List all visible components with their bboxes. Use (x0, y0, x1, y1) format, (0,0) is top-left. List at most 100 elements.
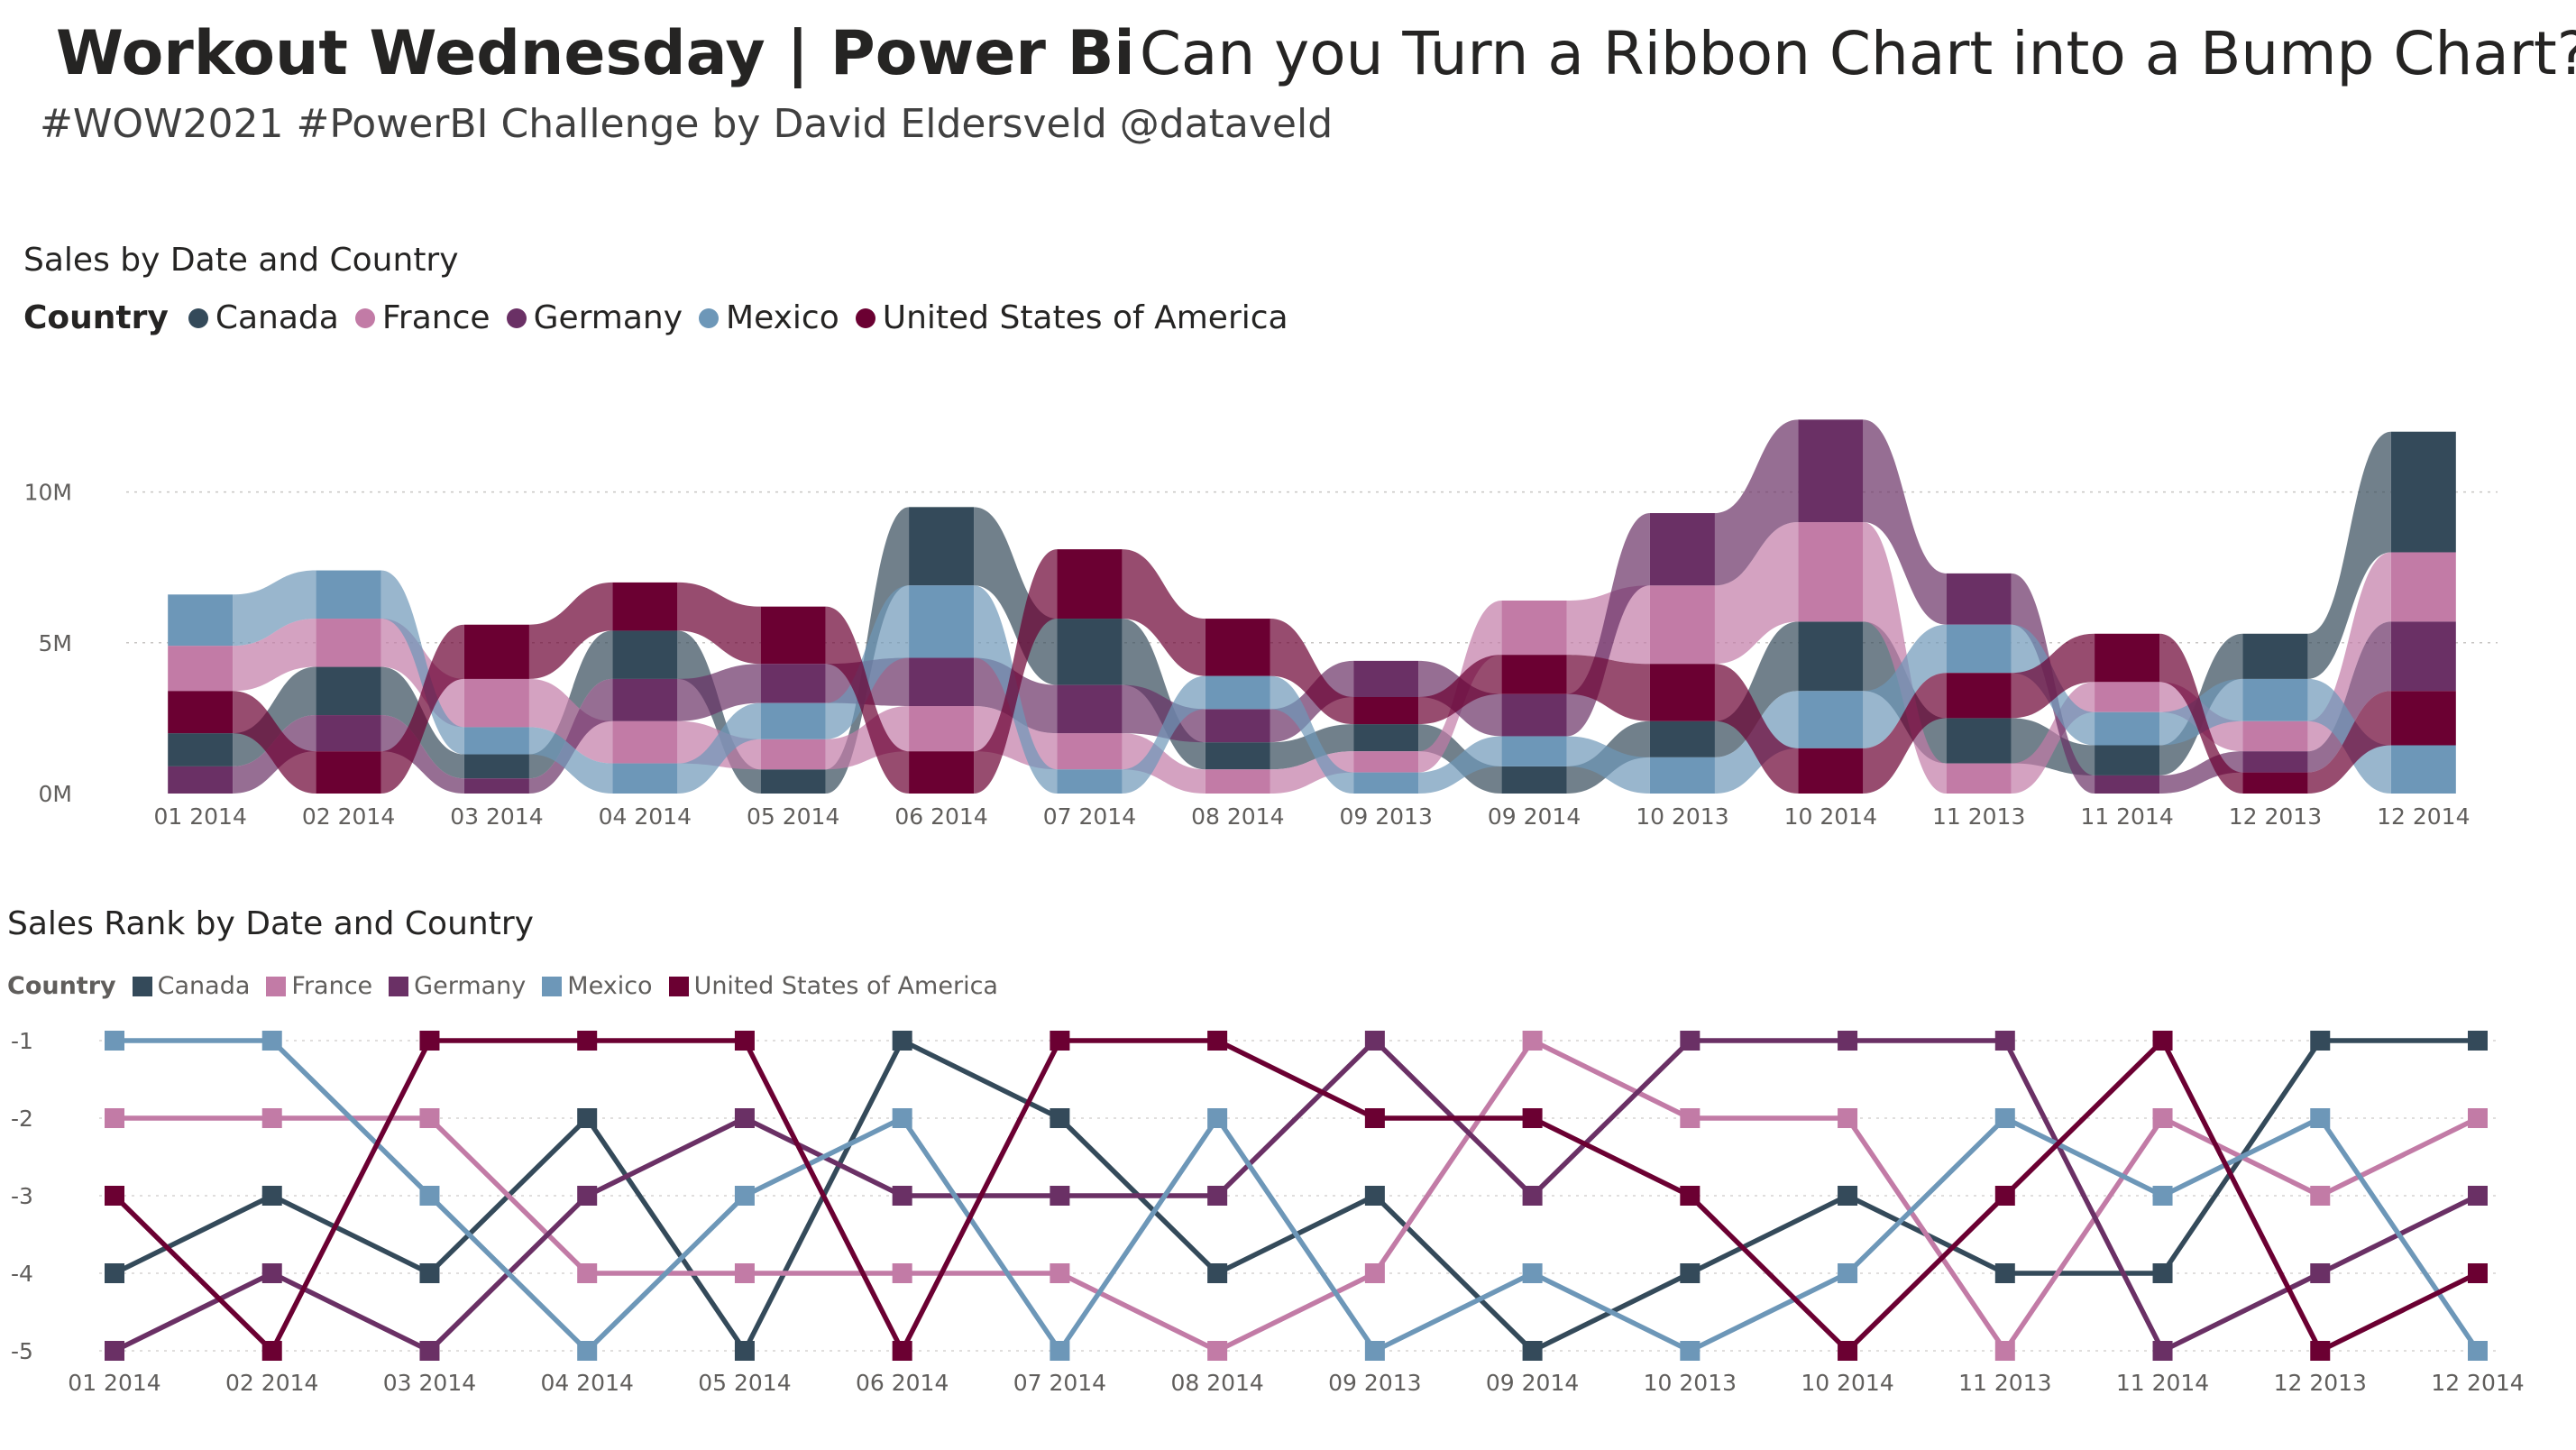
ribbon-segment-france[interactable] (909, 706, 975, 752)
ribbon-segment-germany[interactable] (463, 778, 529, 794)
ribbon-segment-canada[interactable] (612, 630, 678, 679)
bump-marker-france[interactable] (261, 1108, 282, 1128)
bump-marker-mexico[interactable] (261, 1031, 282, 1051)
ribbon-segment-mexico[interactable] (463, 727, 529, 755)
ribbon-segment-mexico[interactable] (316, 570, 381, 619)
bump-marker-france[interactable] (577, 1263, 598, 1283)
bump-marker-canada[interactable] (1364, 1186, 1385, 1206)
ribbon-segment-united-states-of-america[interactable] (2242, 772, 2308, 794)
bump-marker-france[interactable] (892, 1263, 912, 1283)
bump-marker-germany[interactable] (2310, 1263, 2331, 1283)
bump-marker-mexico[interactable] (892, 1108, 912, 1128)
bump-marker-canada[interactable] (1680, 1263, 1701, 1283)
ribbon-segment-mexico[interactable] (909, 585, 975, 658)
ribbon-segment-mexico[interactable] (2095, 711, 2160, 746)
bump-marker-canada[interactable] (1207, 1263, 1228, 1283)
bump-marker-united-states-of-america[interactable] (2310, 1341, 2331, 1361)
bump-marker-germany[interactable] (1994, 1031, 2015, 1051)
ribbon-segment-france[interactable] (1353, 751, 1419, 773)
bump-marker-canada[interactable] (2152, 1263, 2173, 1283)
bump-marker-united-states-of-america[interactable] (1522, 1108, 1543, 1128)
bump-marker-germany[interactable] (261, 1263, 282, 1283)
bump-marker-mexico[interactable] (1522, 1263, 1543, 1283)
ribbon-segment-united-states-of-america[interactable] (463, 624, 529, 679)
ribbon-segment-united-states-of-america[interactable] (1798, 748, 1864, 794)
bump-line-canada[interactable] (113, 1038, 2478, 1354)
bump-marker-germany[interactable] (105, 1341, 124, 1361)
ribbon-segment-mexico[interactable] (2242, 678, 2308, 721)
bump-marker-canada[interactable] (2468, 1031, 2488, 1051)
ribbon-segment-canada[interactable] (2242, 633, 2308, 679)
legend-item-mexico[interactable]: Mexico (699, 299, 839, 336)
ribbon-segment-united-states-of-america[interactable] (612, 582, 678, 631)
bump-marker-mexico[interactable] (1207, 1108, 1228, 1128)
ribbon-segment-france[interactable] (2242, 720, 2308, 752)
bump-marker-germany[interactable] (577, 1186, 598, 1206)
bump-marker-united-states-of-america[interactable] (892, 1341, 912, 1361)
ribbon-segment-canada[interactable] (2095, 745, 2160, 775)
bump-marker-canada[interactable] (892, 1031, 912, 1051)
legend-item-united-states-of-america[interactable]: United States of America (668, 972, 998, 1000)
bump-marker-canada[interactable] (1994, 1263, 2015, 1283)
ribbon-segment-mexico[interactable] (1205, 675, 1270, 710)
ribbon-segment-france[interactable] (463, 678, 529, 728)
legend-item-france[interactable]: France (266, 972, 372, 1000)
ribbon-segment-canada[interactable] (463, 754, 529, 779)
ribbon-segment-united-states-of-america[interactable] (1353, 696, 1419, 725)
bump-marker-france[interactable] (2310, 1186, 2331, 1206)
ribbon-segment-united-states-of-america[interactable] (2095, 633, 2160, 683)
ribbon-segment-mexico[interactable] (612, 763, 678, 794)
ribbon-segment-germany[interactable] (1057, 684, 1123, 734)
ribbon-segment-united-states-of-america[interactable] (1057, 549, 1123, 619)
bump-marker-united-states-of-america[interactable] (419, 1031, 440, 1051)
legend-item-germany[interactable]: Germany (389, 972, 526, 1000)
ribbon-segment-united-states-of-america[interactable] (168, 691, 234, 734)
ribbon-segment-france[interactable] (1946, 763, 2012, 794)
ribbon-segment-germany[interactable] (2390, 621, 2456, 692)
bump-line-france[interactable] (115, 1038, 2480, 1354)
bump-marker-france[interactable] (1364, 1263, 1385, 1283)
ribbon-segment-canada[interactable] (1946, 718, 2012, 764)
ribbon-segment-canada[interactable] (760, 769, 826, 794)
bump-marker-mexico[interactable] (1680, 1341, 1701, 1361)
ribbon-segment-canada[interactable] (2390, 431, 2456, 553)
legend-item-united-states-of-america[interactable]: United States of America (855, 299, 1288, 336)
bump-line-germany[interactable] (113, 1038, 2480, 1354)
ribbon-segment-france[interactable] (2390, 552, 2456, 622)
ribbon-segment-germany[interactable] (2242, 751, 2308, 773)
bump-marker-mexico[interactable] (419, 1186, 440, 1206)
bump-marker-canada[interactable] (1050, 1108, 1070, 1128)
ribbon-segment-mexico[interactable] (1946, 624, 2012, 674)
bump-marker-united-states-of-america[interactable] (734, 1031, 755, 1051)
bump-marker-united-states-of-america[interactable] (105, 1186, 124, 1206)
bump-marker-united-states-of-america[interactable] (261, 1341, 282, 1361)
bump-marker-united-states-of-america[interactable] (2468, 1263, 2488, 1283)
legend-item-mexico[interactable]: Mexico (542, 972, 653, 1000)
bump-marker-france[interactable] (1680, 1108, 1701, 1128)
bump-marker-mexico[interactable] (734, 1186, 755, 1206)
ribbon-segment-germany[interactable] (1501, 693, 1567, 737)
ribbon-segment-mexico[interactable] (2390, 745, 2456, 794)
bump-marker-united-states-of-america[interactable] (1364, 1108, 1385, 1128)
ribbon-segment-germany[interactable] (1798, 419, 1864, 523)
ribbon-segment-united-states-of-america[interactable] (2390, 691, 2456, 746)
ribbon-segment-united-states-of-america[interactable] (760, 606, 826, 665)
bump-marker-canada[interactable] (734, 1341, 755, 1361)
bump-marker-germany[interactable] (1838, 1031, 1858, 1051)
bump-marker-germany[interactable] (2468, 1186, 2488, 1206)
bump-marker-mexico[interactable] (2152, 1186, 2173, 1206)
ribbon-segment-france[interactable] (1649, 585, 1715, 665)
bump-marker-mexico[interactable] (2468, 1341, 2488, 1361)
bump-marker-canada[interactable] (419, 1263, 440, 1283)
bump-marker-germany[interactable] (1522, 1186, 1543, 1206)
legend-item-germany[interactable]: Germany (506, 299, 683, 336)
bump-marker-france[interactable] (1050, 1263, 1070, 1283)
ribbon-segment-mexico[interactable] (1501, 736, 1567, 766)
ribbon-segment-france[interactable] (1798, 522, 1864, 622)
ribbon-segment-germany[interactable] (168, 766, 234, 794)
bump-marker-canada[interactable] (2310, 1031, 2331, 1051)
legend-item-canada[interactable]: Canada (132, 972, 250, 1000)
ribbon-segment-germany[interactable] (1205, 709, 1270, 743)
bump-marker-mexico[interactable] (105, 1031, 124, 1051)
bump-line-united-states-of-america[interactable] (113, 1038, 2480, 1354)
